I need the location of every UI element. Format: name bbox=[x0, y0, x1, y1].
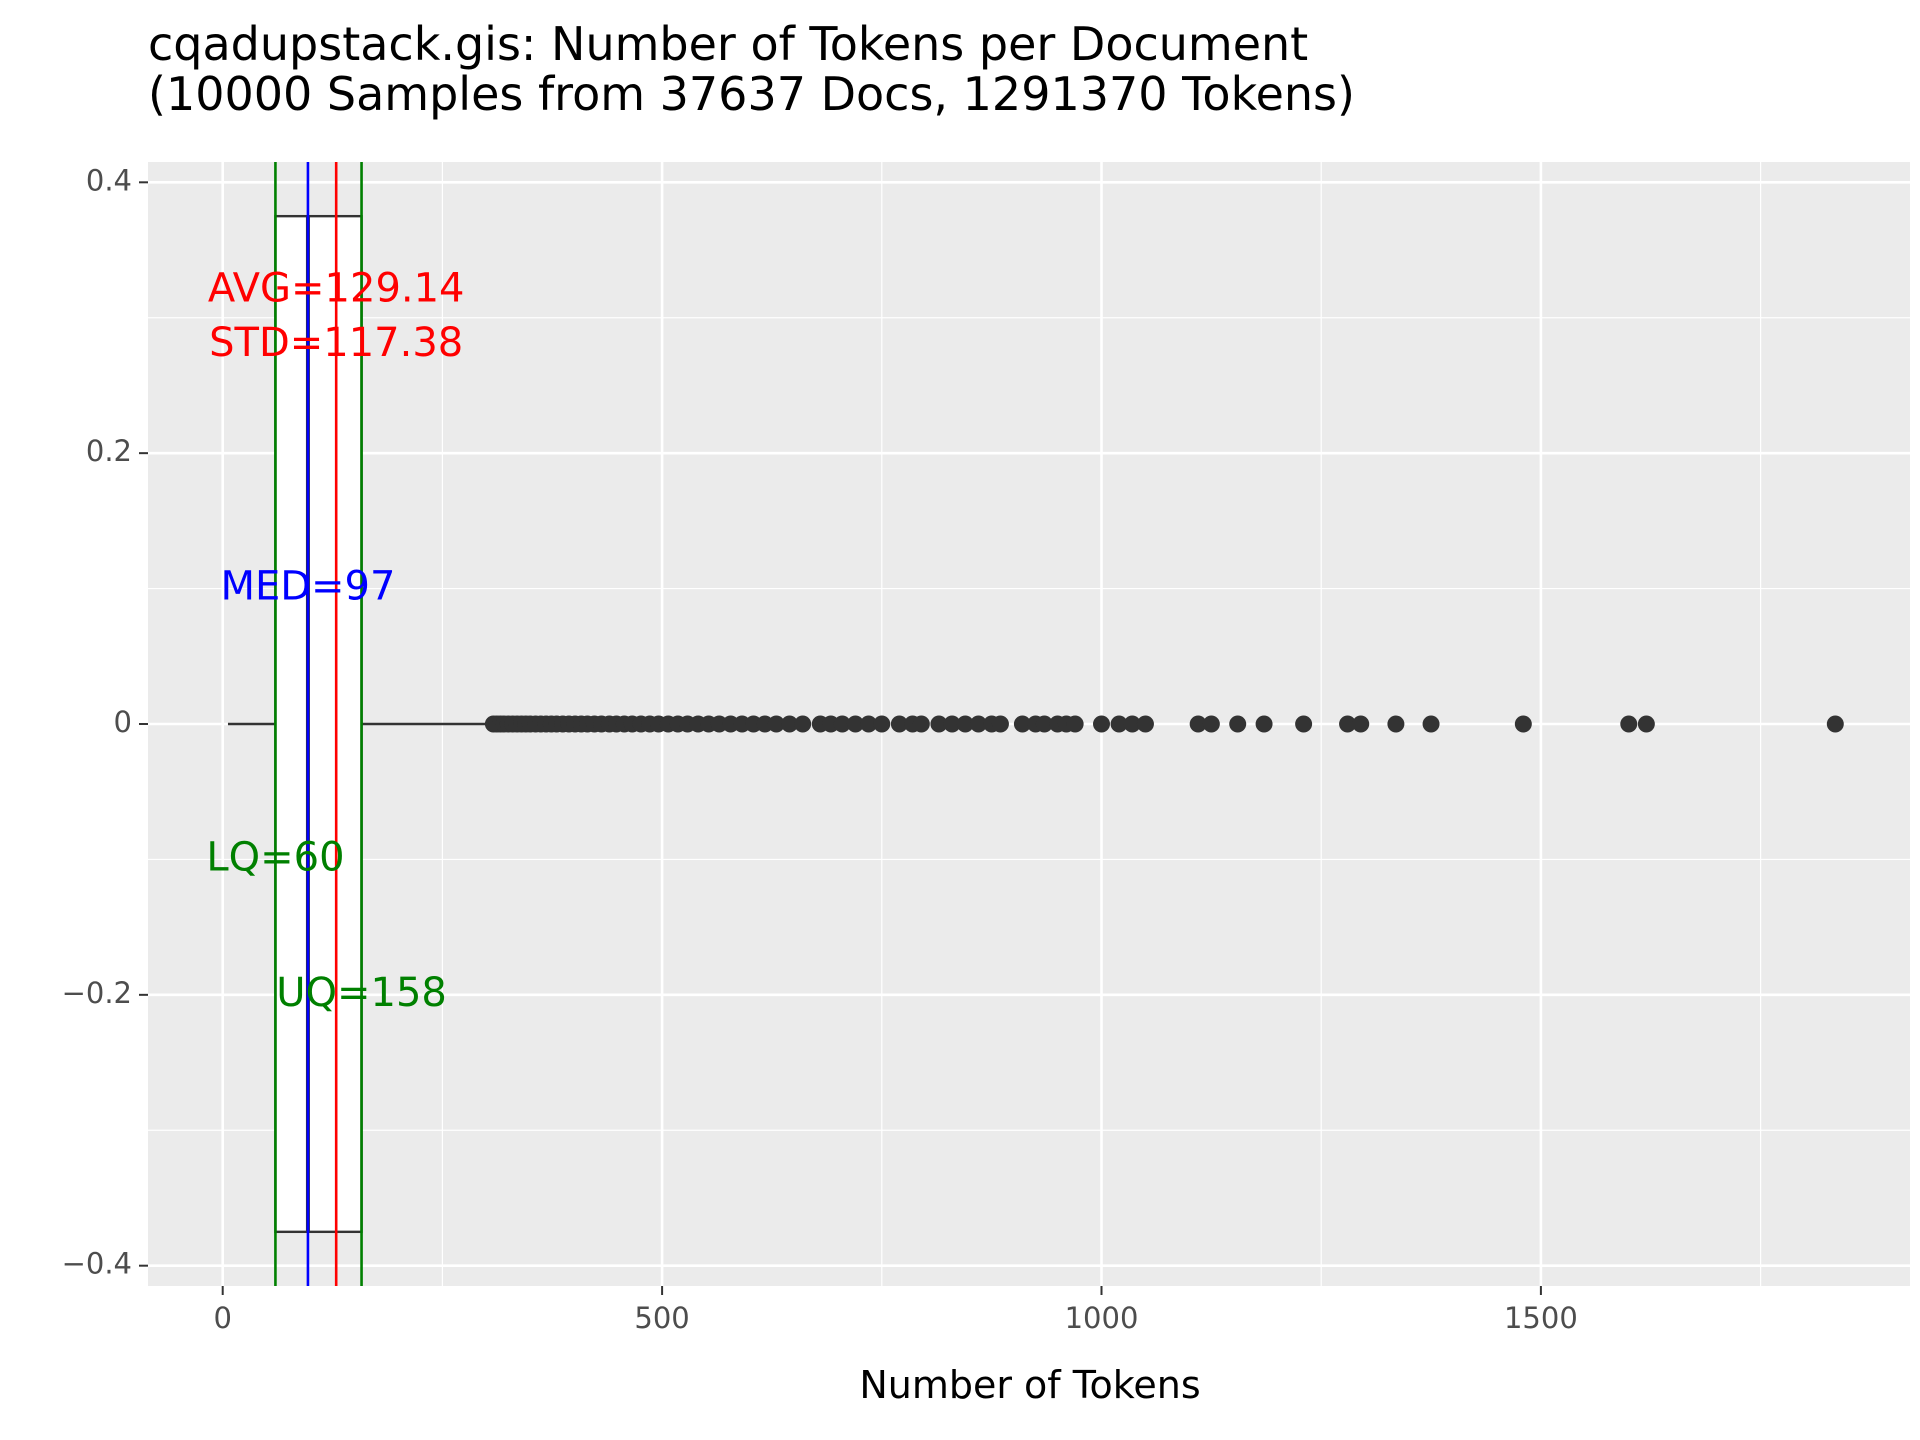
stat-annotation: AVG=129.14 bbox=[208, 266, 465, 312]
outlier-point bbox=[1229, 715, 1247, 733]
outlier-point bbox=[1136, 715, 1154, 733]
axes: 0 500 1000 1500 0.4 0.2 0 −0.2 −0.4 bbox=[62, 163, 1578, 1335]
outlier-point bbox=[1202, 715, 1220, 733]
x-tick-label: 0 bbox=[213, 1301, 231, 1335]
outlier-point bbox=[1514, 715, 1532, 733]
outlier-point bbox=[873, 715, 891, 733]
outlier-point bbox=[1826, 715, 1844, 733]
chart-title-line1: cqadupstack.gis: Number of Tokens per Do… bbox=[148, 17, 1308, 71]
outlier-point bbox=[969, 715, 987, 733]
box-iqr bbox=[274, 214, 363, 1234]
x-tick-label: 1000 bbox=[1065, 1301, 1139, 1335]
outlier-point bbox=[1295, 715, 1313, 733]
outlier-point bbox=[833, 715, 851, 733]
outlier-point bbox=[912, 715, 930, 733]
chart-title-line2: (10000 Samples from 37637 Docs, 1291370 … bbox=[148, 67, 1355, 121]
outlier-point bbox=[991, 715, 1009, 733]
y-tick-label: 0 bbox=[114, 705, 132, 739]
y-tick-label: 0.2 bbox=[86, 434, 132, 468]
outlier-point bbox=[860, 715, 878, 733]
outlier-point bbox=[943, 715, 961, 733]
outlier-point bbox=[1035, 715, 1053, 733]
outlier-point bbox=[846, 715, 864, 733]
stat-annotation: MED=97 bbox=[220, 564, 395, 610]
stat-annotations: AVG=129.14 STD=117.38 MED=97 LQ=60 UQ=158 bbox=[206, 266, 464, 1016]
outlier-point bbox=[890, 715, 908, 733]
outlier-point bbox=[1422, 715, 1440, 733]
y-tick-label: 0.4 bbox=[86, 163, 132, 197]
outlier-point bbox=[794, 715, 812, 733]
stat-annotation: UQ=158 bbox=[276, 970, 447, 1016]
outlier-point bbox=[1066, 715, 1084, 733]
stat-lines bbox=[274, 162, 363, 1286]
outlier-point bbox=[1339, 715, 1357, 733]
outlier-points bbox=[484, 715, 1844, 733]
outlier-point bbox=[1189, 715, 1207, 733]
outlier-point bbox=[1255, 715, 1273, 733]
y-tick-label: −0.2 bbox=[62, 976, 132, 1010]
outlier-point bbox=[930, 715, 948, 733]
outlier-point bbox=[1620, 715, 1638, 733]
x-tick-label: 500 bbox=[634, 1301, 689, 1335]
outlier-point bbox=[1093, 715, 1111, 733]
x-tick-label: 1500 bbox=[1504, 1301, 1578, 1335]
outlier-point bbox=[781, 715, 799, 733]
outlier-point bbox=[1123, 715, 1141, 733]
outlier-point bbox=[1352, 715, 1370, 733]
stat-annotation: LQ=60 bbox=[206, 834, 344, 880]
y-tick-label: −0.4 bbox=[62, 1247, 132, 1281]
stat-annotation: STD=117.38 bbox=[209, 320, 463, 366]
x-axis-title: Number of Tokens bbox=[859, 1363, 1200, 1407]
outlier-point bbox=[1387, 715, 1405, 733]
outlier-point bbox=[1110, 715, 1128, 733]
outlier-point bbox=[767, 715, 785, 733]
outlier-point bbox=[956, 715, 974, 733]
outlier-point bbox=[1013, 715, 1031, 733]
outlier-point bbox=[1637, 715, 1655, 733]
